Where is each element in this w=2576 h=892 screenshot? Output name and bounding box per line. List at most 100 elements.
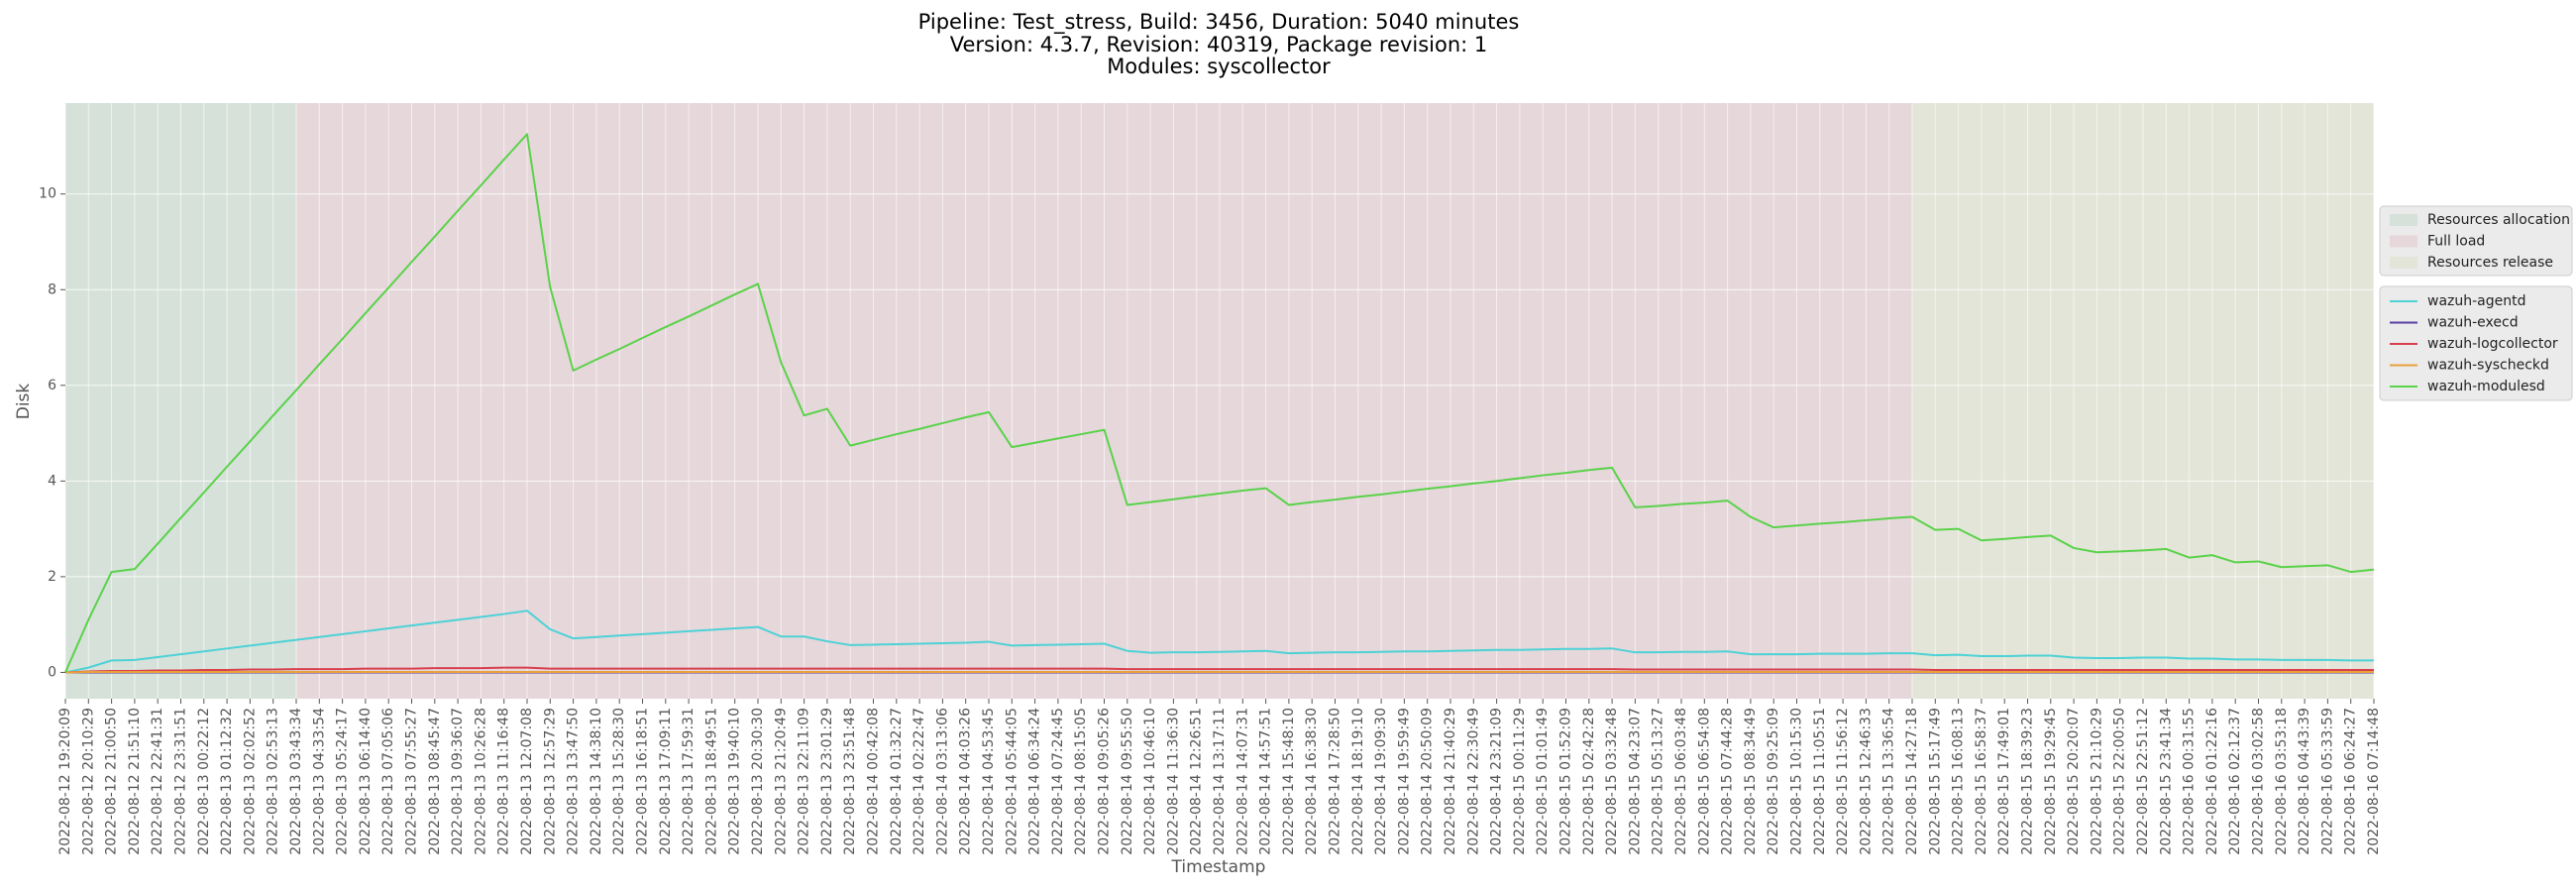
x-tick-label: 2022-08-14 07:24:45 <box>1050 708 1066 855</box>
y-tick-label: 6 <box>48 378 56 393</box>
x-tick-label: 2022-08-13 19:40:10 <box>727 708 743 855</box>
x-tick-label: 2022-08-13 22:11:09 <box>797 708 812 855</box>
x-tick-label: 2022-08-14 14:07:31 <box>1234 708 1250 855</box>
x-tick-label: 2022-08-15 06:03:48 <box>1673 708 1689 855</box>
x-tick-label: 2022-08-14 23:21:09 <box>1489 708 1505 855</box>
x-tick-label: 2022-08-13 17:59:31 <box>681 708 697 855</box>
x-tick-label: 2022-08-15 12:46:33 <box>1858 708 1874 855</box>
legend-swatch <box>2390 214 2417 226</box>
series-line <box>64 133 2375 673</box>
x-tick-label: 2022-08-13 11:16:48 <box>496 708 512 855</box>
x-tick-label: 2022-08-15 10:15:30 <box>1789 708 1805 855</box>
chart-title: Modules: syscollector <box>1107 55 1331 78</box>
x-tick-label: 2022-08-14 19:59:49 <box>1396 708 1412 855</box>
x-tick-label: 2022-08-16 04:43:39 <box>2297 708 2312 855</box>
x-tick-label: 2022-08-13 14:38:10 <box>589 708 604 855</box>
legend-label: Resources allocation <box>2427 212 2570 228</box>
series-legend-box <box>2379 285 2573 401</box>
x-tick-label: 2022-08-13 07:05:06 <box>380 708 396 855</box>
x-tick-label: 2022-08-14 06:34:24 <box>1027 708 1043 855</box>
x-tick-label: 2022-08-16 05:33:59 <box>2319 708 2335 855</box>
x-tick-label: 2022-08-15 16:58:37 <box>1974 708 1989 855</box>
x-tick-label: 2022-08-13 12:07:08 <box>519 708 535 855</box>
x-tick-label: 2022-08-15 11:05:51 <box>1812 708 1828 855</box>
legend-label: wazuh-agentd <box>2427 293 2526 309</box>
x-tick-label: 2022-08-13 04:33:54 <box>311 708 327 855</box>
x-tick-label: 2022-08-15 19:29:45 <box>2043 708 2059 855</box>
x-tick-label: 2022-08-13 06:14:40 <box>358 708 374 855</box>
x-tick-label: 2022-08-13 15:28:30 <box>611 708 627 855</box>
x-tick-label: 2022-08-13 23:01:29 <box>819 708 835 855</box>
x-tick-label: 2022-08-12 23:31:51 <box>173 708 189 855</box>
x-tick-label: 2022-08-13 02:53:13 <box>266 708 281 855</box>
x-tick-label: 2022-08-15 14:27:18 <box>1904 708 1920 855</box>
x-tick-label: 2022-08-14 04:53:45 <box>981 708 997 855</box>
x-tick-label: 2022-08-16 03:02:58 <box>2251 708 2267 855</box>
x-tick-label: 2022-08-14 03:13:06 <box>934 708 950 855</box>
legend-label: wazuh-syscheckd <box>2427 358 2549 374</box>
x-tick-label: 2022-08-16 06:24:27 <box>2343 708 2359 855</box>
x-tick-label: 2022-08-14 09:05:26 <box>1097 708 1113 855</box>
x-tick-label: 2022-08-15 22:51:12 <box>2135 708 2151 855</box>
x-tick-label: 2022-08-13 01:12:32 <box>219 708 235 855</box>
y-tick-label: 8 <box>48 281 56 297</box>
y-axis-label: Disk <box>14 384 34 420</box>
x-tick-label: 2022-08-15 23:41:34 <box>2158 708 2174 855</box>
x-tick-label: 2022-08-13 00:22:12 <box>196 708 212 855</box>
x-tick-label: 2022-08-13 12:57:29 <box>542 708 558 855</box>
x-tick-label: 2022-08-13 21:20:49 <box>773 708 789 855</box>
x-tick-label: 2022-08-13 05:24:17 <box>335 708 351 855</box>
x-tick-label: 2022-08-15 01:52:09 <box>1558 708 1574 855</box>
x-tick-label: 2022-08-15 22:00:50 <box>2112 708 2128 855</box>
x-tick-label: 2022-08-13 18:49:51 <box>703 708 719 855</box>
x-tick-label: 2022-08-14 08:15:05 <box>1073 708 1089 855</box>
x-tick-label: 2022-08-13 16:18:51 <box>635 708 651 855</box>
x-tick-label: 2022-08-15 03:32:48 <box>1604 708 1620 855</box>
x-tick-label: 2022-08-12 19:20:09 <box>57 708 73 855</box>
x-tick-label: 2022-08-14 11:36:30 <box>1165 708 1181 855</box>
x-tick-label: 2022-08-13 17:09:11 <box>658 708 674 855</box>
x-tick-label: 2022-08-13 08:45:47 <box>427 708 443 855</box>
x-tick-label: 2022-08-14 19:09:30 <box>1373 708 1389 855</box>
x-tick-label: 2022-08-13 10:26:28 <box>473 708 488 855</box>
x-tick-label: 2022-08-15 20:20:07 <box>2066 708 2082 855</box>
x-tick-label: 2022-08-16 02:12:37 <box>2227 708 2243 855</box>
x-tick-label: 2022-08-16 00:31:55 <box>2182 708 2198 855</box>
legend-label: Resources release <box>2427 255 2553 271</box>
x-tick-label: 2022-08-14 16:38:30 <box>1304 708 1320 855</box>
x-tick-label: 2022-08-12 20:10:29 <box>80 708 96 855</box>
chart-title: Pipeline: Test_stress, Build: 3456, Dura… <box>918 10 1520 35</box>
x-tick-label: 2022-08-15 06:54:08 <box>1696 708 1712 855</box>
x-tick-label: 2022-08-15 15:17:49 <box>1927 708 1943 855</box>
x-tick-label: 2022-08-14 12:26:51 <box>1189 708 1205 855</box>
x-tick-label: 2022-08-14 04:03:26 <box>958 708 974 855</box>
x-tick-label: 2022-08-15 16:08:13 <box>1951 708 1967 855</box>
series-line <box>64 666 2374 674</box>
x-tick-label: 2022-08-15 21:10:29 <box>2089 708 2104 855</box>
x-tick-label: 2022-08-14 13:17:11 <box>1212 708 1228 855</box>
x-tick-label: 2022-08-15 01:01:49 <box>1535 708 1551 855</box>
x-tick-label: 2022-08-14 20:50:09 <box>1420 708 1436 855</box>
x-tick-label: 2022-08-14 22:30:49 <box>1465 708 1481 855</box>
chart-title: Version: 4.3.7, Revision: 40319, Package… <box>950 33 1488 56</box>
x-tick-label: 2022-08-15 09:25:09 <box>1766 708 1781 855</box>
x-tick-label: 2022-08-13 02:02:52 <box>242 708 258 855</box>
x-tick-label: 2022-08-16 03:53:18 <box>2274 708 2290 855</box>
x-tick-label: 2022-08-12 21:51:10 <box>127 708 143 855</box>
x-tick-label: 2022-08-16 07:14:48 <box>2366 708 2382 855</box>
x-tick-label: 2022-08-12 21:00:50 <box>104 708 120 855</box>
x-tick-label: 2022-08-13 03:43:34 <box>288 708 304 855</box>
series-line <box>64 610 2374 674</box>
x-tick-label: 2022-08-15 07:44:28 <box>1720 708 1736 855</box>
legend-label: wazuh-execd <box>2427 315 2519 331</box>
x-tick-label: 2022-08-13 09:36:07 <box>450 708 466 855</box>
plot-area <box>64 103 2375 699</box>
legend-swatch <box>2390 257 2417 269</box>
x-tick-label: 2022-08-14 05:44:05 <box>1004 708 1020 855</box>
x-tick-label: 2022-08-15 05:13:27 <box>1651 708 1666 855</box>
x-tick-label: 2022-08-15 08:34:49 <box>1743 708 1759 855</box>
x-tick-label: 2022-08-14 18:19:10 <box>1350 708 1366 855</box>
y-tick-label: 4 <box>48 473 56 489</box>
x-tick-label: 2022-08-12 22:41:31 <box>150 708 165 855</box>
